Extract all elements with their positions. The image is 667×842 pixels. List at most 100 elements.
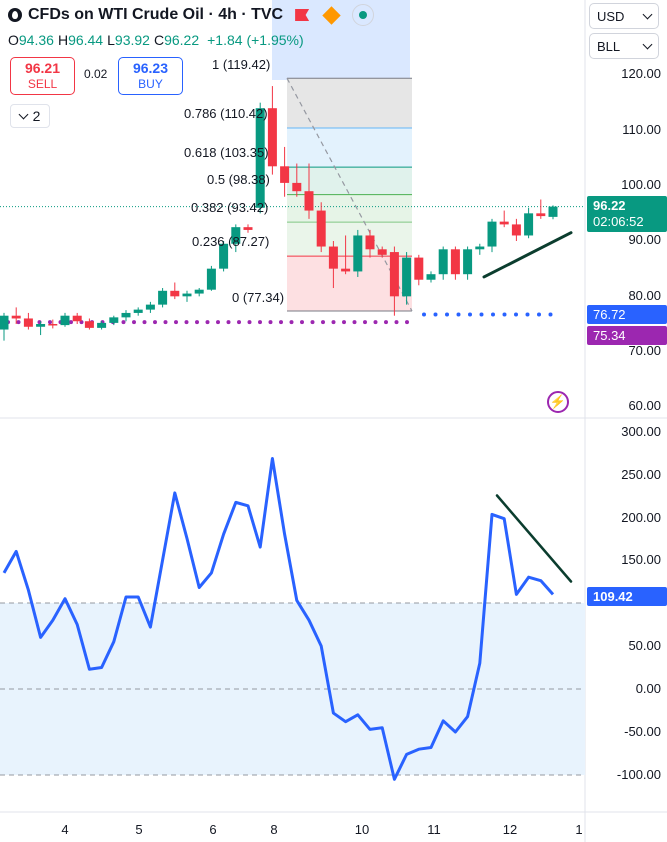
blue-level-dot (491, 312, 495, 317)
candle-body (170, 290, 180, 297)
candle-body (280, 166, 290, 183)
purple-level-dot (237, 320, 241, 325)
candle-body (426, 274, 436, 280)
candle-body (97, 322, 107, 328)
candle-body (341, 268, 351, 272)
candle-body (292, 182, 302, 192)
candle-body (48, 324, 58, 326)
candle-body (158, 290, 168, 305)
market-status-icon[interactable] (352, 4, 375, 26)
purple-level-dot (153, 320, 157, 325)
candle-body (463, 249, 473, 275)
time-axis-label: 12 (502, 822, 518, 837)
fib-level-label: 0.5 (98.38) (207, 172, 270, 187)
candle-body (365, 235, 375, 250)
candle-body (377, 249, 387, 255)
candle-body (316, 210, 326, 247)
purple-level-dot (363, 320, 367, 325)
ohlc-row: O94.36 H96.44 L93.92 C96.22 +1.84 (+1.95… (8, 32, 304, 48)
chevron-down-icon (18, 109, 29, 119)
candle-body (389, 252, 399, 297)
candle-body (328, 246, 338, 269)
close-value: 96.22 (164, 32, 200, 48)
purple-level-dot (405, 320, 409, 325)
purple-level-dot (310, 320, 315, 325)
fib-level-label: 0.618 (103.35) (184, 145, 269, 160)
candle-body (511, 224, 521, 236)
purple-level-dot (142, 320, 147, 325)
oil-drop-icon (8, 8, 22, 22)
time-axis-label: 4 (61, 822, 69, 837)
purple-level-tag: 75.34 (587, 326, 667, 345)
flash-icon[interactable]: ⚡ (547, 391, 569, 413)
purple-level-dot (321, 320, 325, 325)
candle-body (487, 221, 497, 247)
purple-level-dot (163, 320, 168, 325)
fib-zone (287, 222, 412, 257)
unit-select[interactable]: BLL (589, 33, 659, 59)
currency-select[interactable]: USD (589, 3, 659, 29)
currency-label: USD (597, 8, 625, 24)
indicators-toggle-button[interactable]: 2 (10, 104, 50, 128)
candle-body (402, 257, 412, 297)
flag-icon[interactable] (295, 9, 310, 21)
candle-body (133, 309, 143, 313)
candle-body (145, 304, 155, 310)
fib-level-label: 0 (77.34) (232, 290, 285, 305)
price-axis-label: 70.00 (628, 343, 661, 358)
purple-level-dot (226, 320, 231, 325)
last-price-tag: 96.22 02:06:52 (587, 196, 667, 232)
chevron-down-icon (642, 9, 653, 19)
purple-level-dot (195, 320, 199, 325)
trend-line (482, 231, 573, 279)
blue-level-dot (537, 312, 541, 317)
purple-level-dot (300, 320, 304, 325)
purple-level-dot (184, 320, 189, 325)
purple-level-dot (331, 320, 336, 325)
candle-body (414, 257, 424, 280)
osc-axis-label: 0.00 (635, 681, 661, 696)
purple-level-dot (247, 320, 252, 325)
candle-body (536, 213, 546, 217)
symbol-title[interactable]: CFDs on WTI Crude Oil · 4h · TVC (28, 6, 284, 23)
sell-price: 96.21 (24, 60, 61, 76)
diamond-icon[interactable] (322, 5, 341, 25)
fib-level-label: 0.236 (87.27) (192, 234, 270, 249)
candle-body (243, 227, 253, 230)
purple-level-dot (279, 320, 283, 325)
purple-level-dot (69, 320, 73, 325)
sell-button[interactable]: 96.21 SELL (10, 57, 75, 95)
unit-label: BLL (597, 38, 621, 54)
candle-body (109, 317, 119, 323)
time-axis-label: 5 (135, 822, 143, 837)
buy-label: BUY (138, 77, 163, 91)
blue-level-dot (479, 312, 484, 317)
time-axis-label: 10 (354, 822, 370, 837)
low-value: 93.92 (114, 32, 150, 48)
osc-axis-label: 200.00 (621, 510, 661, 525)
high-value: 96.44 (68, 32, 104, 48)
price-axis-label: 80.00 (628, 288, 661, 303)
purple-level-dot (342, 320, 346, 325)
time-axis-label: 6 (209, 822, 217, 837)
buy-button[interactable]: 96.23 BUY (118, 57, 183, 95)
osc-axis-label: 300.00 (621, 424, 661, 439)
low-key: L (107, 32, 115, 48)
candle-body (219, 243, 229, 269)
price-axis-label: 90.00 (628, 232, 661, 247)
osc-axis-label: 250.00 (621, 467, 661, 482)
open-key: O (8, 32, 19, 48)
blue-level-dot (514, 312, 518, 317)
indicators-count: 2 (32, 108, 41, 124)
candle-body (475, 246, 485, 250)
candle-body (206, 268, 216, 290)
blue-level-dot (456, 312, 461, 317)
candle-body (450, 249, 460, 275)
time-axis-label: 1 (575, 822, 583, 837)
candle-body (23, 318, 33, 327)
candle-body (255, 108, 265, 208)
price-axis-label: 120.00 (621, 66, 661, 81)
purple-level-dot (48, 320, 52, 325)
osc-trend-line (495, 494, 573, 583)
